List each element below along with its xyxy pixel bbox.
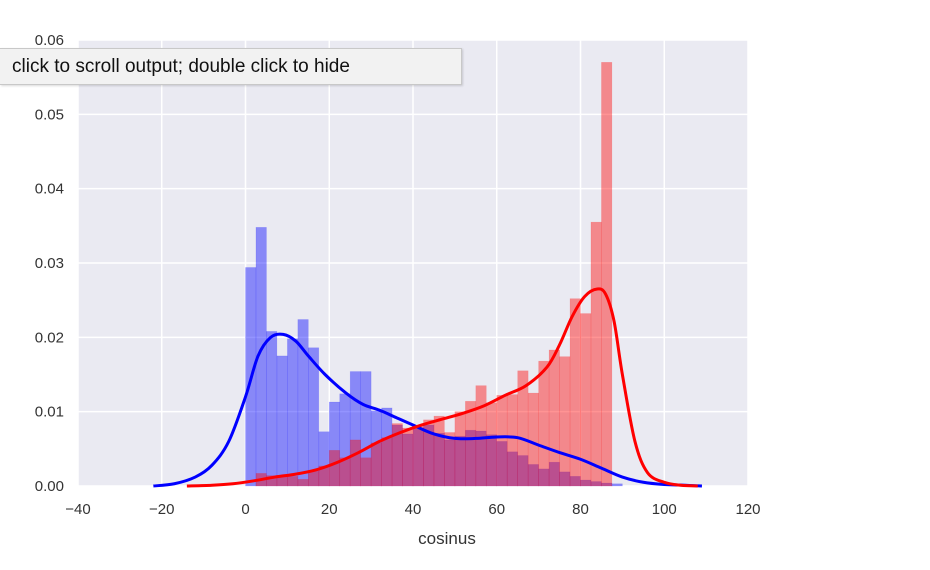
y-axis-ticks: 0.00 0.01 0.02 0.03 0.04 0.05 0.06 bbox=[35, 32, 64, 495]
histogram-bars bbox=[245, 61, 623, 487]
histogram-bar bbox=[538, 468, 550, 487]
histogram-bar bbox=[590, 221, 602, 487]
x-tick-label: −20 bbox=[149, 501, 174, 518]
histogram-bar bbox=[287, 476, 299, 487]
histogram-bar bbox=[465, 429, 477, 487]
scroll-output-tooltip[interactable]: click to scroll output; double click to … bbox=[0, 48, 462, 85]
histogram-bar bbox=[527, 392, 539, 487]
histogram-bar bbox=[475, 385, 487, 487]
histogram-bar bbox=[465, 400, 477, 487]
x-axis-ticks: −40 −20 0 20 40 60 80 100 120 bbox=[65, 501, 760, 518]
histogram-bar bbox=[601, 61, 613, 487]
histogram-bar bbox=[485, 402, 498, 487]
histogram-bar bbox=[454, 411, 466, 487]
grid-lines bbox=[77, 39, 749, 487]
y-tick-label: 0.06 bbox=[35, 32, 64, 49]
histogram-bar bbox=[381, 437, 393, 487]
kde-line bbox=[153, 332, 703, 488]
y-tick-label: 0.04 bbox=[35, 181, 64, 198]
histogram-bar bbox=[569, 476, 581, 487]
histogram-bar bbox=[569, 298, 581, 487]
histogram-bar bbox=[349, 439, 361, 487]
histogram-bar bbox=[496, 441, 508, 487]
histogram-bar bbox=[266, 331, 278, 487]
y-tick-label: 0.02 bbox=[35, 329, 64, 346]
histogram-bar bbox=[444, 432, 456, 487]
x-tick-label: 120 bbox=[735, 501, 760, 518]
histogram-bar bbox=[590, 481, 602, 487]
histogram-bar bbox=[318, 431, 330, 487]
histogram-bar bbox=[349, 371, 361, 487]
x-tick-label: 100 bbox=[652, 501, 677, 518]
histogram-bar bbox=[297, 479, 309, 487]
x-tick-label: −40 bbox=[65, 501, 90, 518]
histogram-bar bbox=[506, 394, 518, 487]
histogram-bar bbox=[444, 439, 456, 487]
histogram-bar bbox=[517, 455, 529, 487]
histogram-bar bbox=[266, 475, 278, 487]
histogram-bar bbox=[287, 338, 299, 487]
histogram-bar bbox=[381, 407, 393, 487]
histogram-bar bbox=[308, 470, 320, 487]
histogram-bar bbox=[559, 356, 571, 487]
kde-curves bbox=[153, 287, 703, 488]
histogram-bar bbox=[360, 457, 372, 487]
histogram-bar bbox=[517, 370, 529, 487]
y-tick-label: 0.05 bbox=[35, 106, 64, 123]
histogram-bar bbox=[370, 442, 382, 487]
histogram-bar bbox=[580, 479, 592, 487]
x-axis-label: cosinus bbox=[418, 529, 476, 548]
histogram-bar bbox=[370, 410, 382, 487]
x-tick-label: 80 bbox=[572, 501, 589, 518]
histogram-bar bbox=[423, 424, 435, 487]
histogram-bar bbox=[391, 423, 403, 487]
histogram-bar bbox=[559, 471, 571, 487]
kde-line bbox=[186, 287, 698, 488]
histogram-bar bbox=[412, 426, 424, 487]
x-tick-label: 60 bbox=[488, 501, 505, 518]
histogram-bar bbox=[402, 433, 414, 487]
histogram-bar bbox=[308, 347, 320, 487]
histogram-bar bbox=[433, 432, 445, 487]
y-tick-label: 0.01 bbox=[35, 404, 64, 421]
histogram-bar bbox=[548, 349, 560, 487]
histogram-bar bbox=[475, 430, 487, 487]
histogram-bar bbox=[402, 427, 414, 487]
histogram-bar bbox=[527, 464, 539, 487]
histogram-bar bbox=[255, 227, 267, 487]
histogram-bar bbox=[496, 395, 508, 487]
histogram-bar bbox=[423, 419, 435, 487]
x-tick-label: 40 bbox=[405, 501, 422, 518]
y-tick-label: 0.00 bbox=[35, 478, 64, 495]
histogram-bar bbox=[433, 415, 445, 487]
histogram-bar bbox=[538, 360, 550, 487]
histogram-bar bbox=[548, 461, 560, 487]
histogram-bar bbox=[276, 355, 288, 487]
histogram-bar bbox=[328, 450, 341, 487]
histogram-bar bbox=[454, 435, 466, 487]
y-tick-label: 0.03 bbox=[35, 255, 64, 272]
histogram-bar bbox=[506, 451, 518, 487]
histogram-bar bbox=[328, 401, 341, 487]
histogram-bar bbox=[611, 483, 623, 487]
x-tick-label: 20 bbox=[321, 501, 338, 518]
histogram-bar bbox=[360, 371, 372, 487]
histogram-bar bbox=[485, 434, 498, 487]
histogram-bar bbox=[601, 482, 613, 487]
x-tick-label: 0 bbox=[241, 501, 249, 518]
histogram-bar bbox=[297, 319, 309, 487]
histogram-bar bbox=[391, 424, 403, 487]
histogram-bar bbox=[580, 313, 592, 487]
